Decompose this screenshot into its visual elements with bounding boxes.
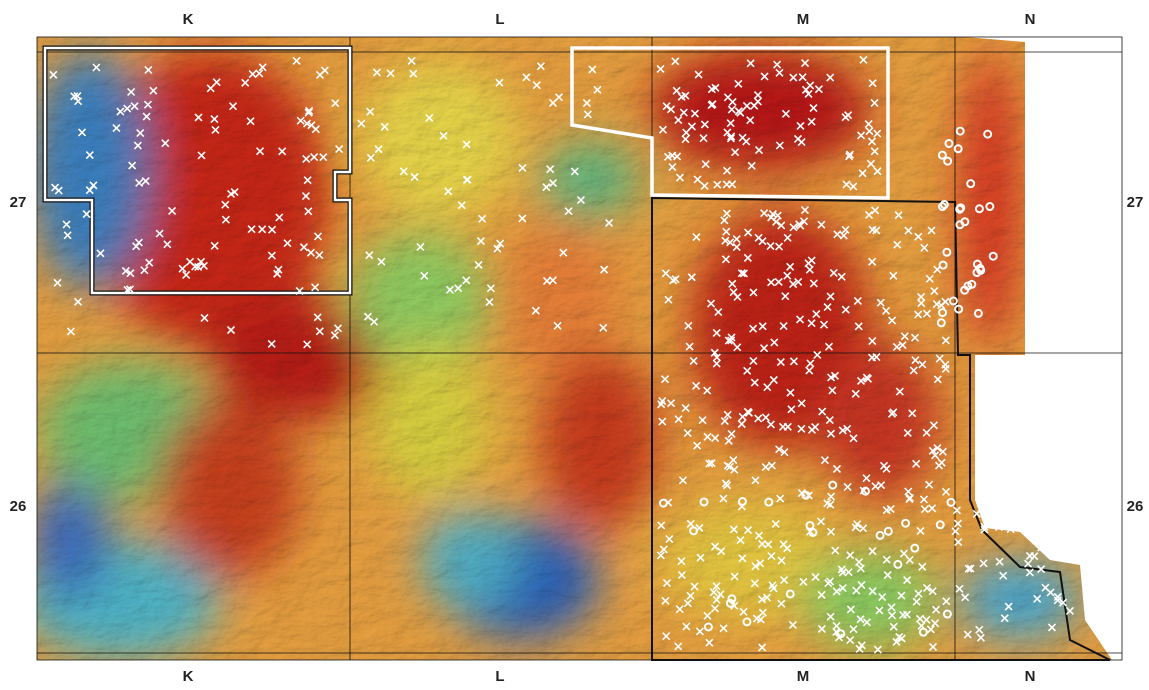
map-raster xyxy=(20,37,1117,662)
site-marker xyxy=(1038,544,1045,551)
column-label: L xyxy=(495,11,504,28)
column-label: L xyxy=(495,668,504,685)
column-label: N xyxy=(1025,668,1036,685)
row-label: 27 xyxy=(1127,194,1144,211)
site-marker xyxy=(1012,503,1019,510)
row-label: 26 xyxy=(10,498,27,515)
site-marker xyxy=(977,506,984,513)
column-label: K xyxy=(183,11,194,28)
column-label: M xyxy=(797,668,810,685)
column-label: M xyxy=(797,11,810,28)
site-marker xyxy=(993,498,1000,505)
row-label: 27 xyxy=(10,194,27,211)
site-marker xyxy=(995,524,1002,531)
map-figure: K L M N K L M N 27 26 27 26 xyxy=(0,0,1149,685)
column-label: K xyxy=(183,668,194,685)
column-label: N xyxy=(1025,11,1036,28)
site-marker xyxy=(1060,547,1067,554)
site-marker xyxy=(1045,532,1052,539)
row-label: 26 xyxy=(1127,498,1144,515)
